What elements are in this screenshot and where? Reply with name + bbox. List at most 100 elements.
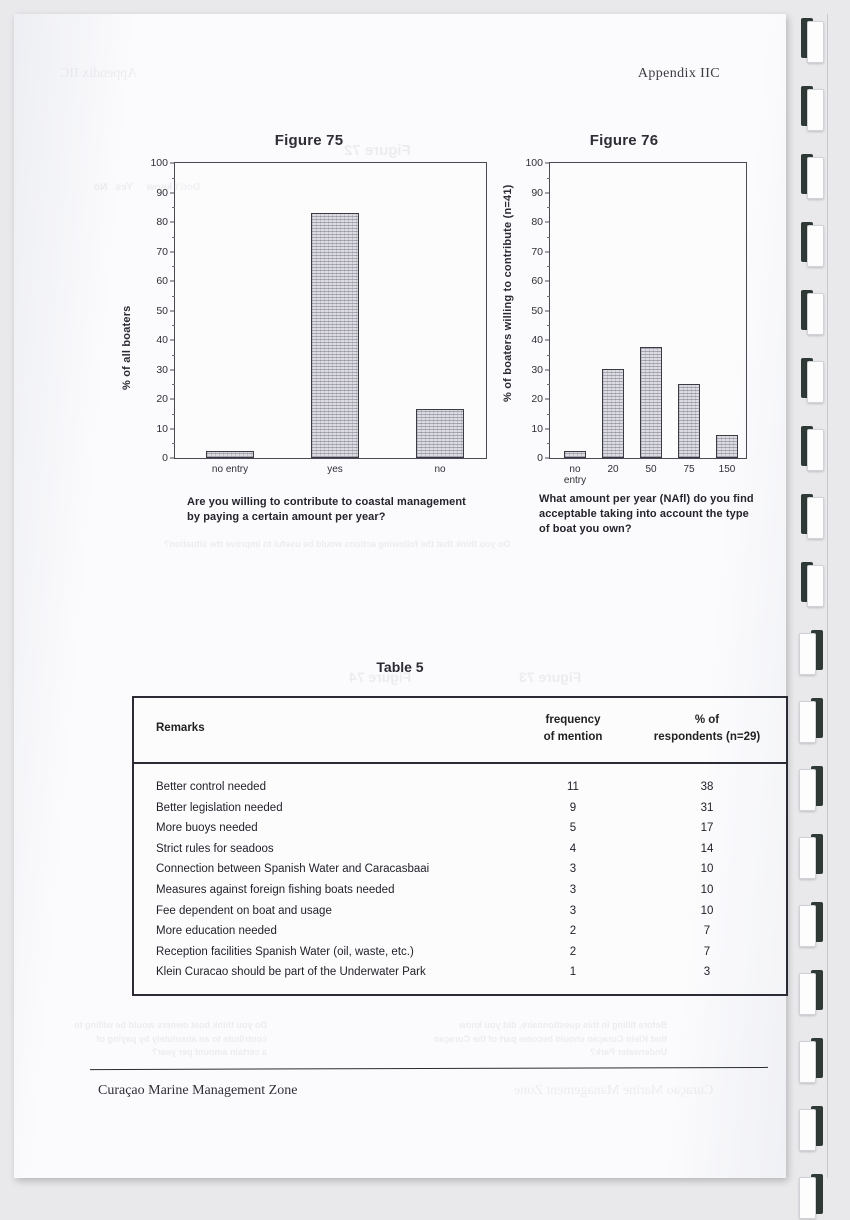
ghost-block-right: Before filling in this questionnaire, di… (434, 1020, 668, 1057)
figure-75-ytick: 70 (156, 246, 175, 258)
figure-75-xtick-label: yes (327, 464, 343, 475)
table-5-title: Table 5 (376, 659, 424, 675)
figure-76-bar (602, 368, 624, 458)
table-cell-remark: Better control needed (156, 781, 266, 793)
binding-ring-body (807, 225, 824, 267)
table-row: More education needed 2 7 (134, 925, 786, 946)
table-5-header-row: Remarks frequency of mention % of respon… (134, 698, 786, 764)
table-cell-percent: 7 (703, 945, 711, 958)
binding-ring (796, 426, 824, 472)
figure-76-ytick: 100 (525, 157, 550, 169)
table-row: More buoys needed 5 17 (134, 822, 786, 843)
figure-76-plot-area: 0 10 20 30 40 50 60 70 80 90 100 no entry 20 50 75 150 (525, 157, 747, 486)
figure-76-caption-line2: acceptable taking into account the type (539, 507, 749, 520)
table-cell-remark: More education needed (156, 925, 277, 938)
figure-76-ytick: 90 (531, 187, 550, 199)
figure-75-yminor-tick (172, 207, 175, 209)
figure-75-yminor-tick (172, 177, 175, 179)
figure-76-yminor-tick (547, 443, 550, 445)
figure-76: Figure 76 % of boaters willing to contri… (484, 132, 784, 542)
figure-76-ytick: 0 (537, 452, 550, 464)
binding-ring-body (807, 361, 824, 403)
figure-76-bar (716, 434, 738, 458)
table-cell-percent: 10 (700, 883, 714, 896)
binding-ring-body (799, 1177, 816, 1219)
figure-76-yminor-tick (547, 207, 550, 209)
table-cell-percent: 17 (700, 822, 714, 835)
figure-76-ytick: 40 (531, 334, 550, 346)
table-header-percent-line1: % of (694, 714, 720, 726)
binding-ring-body (799, 837, 816, 879)
figure-75-caption-line2: by paying a certain amount per year? (187, 510, 386, 523)
table-cell-remark: Better legislation needed (156, 801, 283, 814)
table-header-percent-line2: respondents (n=29) (653, 730, 761, 743)
binding-ring-body (807, 497, 824, 539)
table-row: Reception facilities Spanish Water (oil,… (134, 946, 786, 967)
table-header-frequency: frequency of mention (514, 712, 632, 745)
table-cell-frequency: 3 (569, 904, 577, 917)
figure-76-ytick: 70 (531, 246, 550, 258)
binding-ring (796, 290, 824, 336)
table-row: Measures against foreign fishing boats n… (134, 884, 786, 905)
binding-ring-body (807, 89, 824, 131)
figure-75-plot-area: 0 10 20 30 40 50 60 70 80 90 100 no entry yes no (150, 157, 487, 475)
figure-76-yminor-tick (547, 177, 550, 179)
figure-76-bar (564, 450, 586, 458)
figure-76-ytick: 60 (531, 275, 550, 287)
footer-rule (90, 1066, 768, 1071)
figure-76-caption-line3: of boat you own? (539, 522, 632, 535)
table-cell-remark: Reception facilities Spanish Water (oil,… (156, 945, 414, 958)
table-row: Better legislation needed 9 31 (134, 802, 786, 823)
figure-75-ytick: 60 (156, 275, 175, 287)
table-cell-frequency: 11 (567, 781, 579, 793)
figure-76-title: Figure 76 (589, 132, 659, 149)
table-cell-frequency: 2 (569, 945, 577, 958)
table-row: Better control needed 11 38 (134, 781, 786, 802)
table-cell-percent: 10 (700, 904, 714, 917)
figure-75-caption: Are you willing to contribute to coastal… (187, 495, 507, 525)
figure-76-xtick-label: no entry (563, 464, 587, 486)
binding-ring (796, 902, 824, 948)
figure-75-ytick: 20 (156, 393, 175, 405)
table-cell-frequency: 5 (569, 822, 577, 835)
figure-75-bar (311, 213, 359, 458)
binding-ring (796, 970, 824, 1016)
binding-ring-body (799, 973, 816, 1015)
spiral-binding (786, 0, 850, 1219)
table-cell-frequency: 4 (569, 842, 577, 855)
figure-75-ytick: 50 (156, 305, 175, 317)
figure-75-ylabel: % of all boaters (121, 305, 133, 391)
binding-ring (796, 766, 824, 812)
binding-ring-body (799, 633, 816, 675)
table-cell-frequency: 9 (569, 801, 577, 814)
binding-ring (796, 630, 824, 676)
figure-76-yminor-tick (547, 413, 550, 415)
ghost-block-left: Do you think boat owners would be willin… (74, 1020, 267, 1057)
figure-76-ytick: 80 (531, 216, 550, 228)
table-cell-remark: More buoys needed (156, 822, 258, 835)
binding-ring (796, 222, 824, 268)
figure-75-bar (206, 450, 254, 458)
figure-76-bar (640, 347, 662, 458)
figure-75-ytick: 0 (162, 452, 175, 464)
figure-75-ytick: 10 (156, 423, 175, 435)
binding-ring (796, 698, 824, 744)
table-cell-frequency: 3 (569, 863, 577, 876)
figure-75-ytick: 80 (156, 216, 175, 228)
table-5-body: Better control needed 11 38 Better legislat… (134, 764, 786, 987)
figure-76-yminor-tick (547, 354, 550, 356)
figure-76-caption: What amount per year (NAfl) do you find … (539, 492, 784, 537)
figure-75: Figure 75 % of all boaters 0 10 20 30 40 50 60… (109, 132, 509, 542)
figure-76-yminor-tick (547, 266, 550, 268)
table-cell-remark: Strict rules for seadoos (156, 842, 274, 855)
figure-76-bar (678, 383, 700, 458)
binding-ring-body (799, 769, 816, 811)
table-row: Fee dependent on boat and usage 3 10 (134, 905, 786, 926)
figure-75-ytick: 90 (156, 187, 175, 199)
table-header-percent: % of respondents (n=29) (632, 712, 782, 745)
figure-75-xtick-label: no (434, 464, 446, 475)
binding-ring (796, 1038, 824, 1084)
table-row: Connection between Spanish Water and Car… (134, 863, 786, 884)
figure-76-ytick: 20 (531, 393, 550, 405)
figure-76-caption-line1: What amount per year (NAfl) do you find (539, 493, 754, 505)
